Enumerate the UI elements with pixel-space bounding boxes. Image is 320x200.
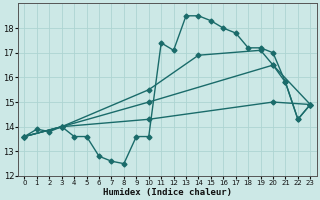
X-axis label: Humidex (Indice chaleur): Humidex (Indice chaleur) <box>103 188 232 197</box>
